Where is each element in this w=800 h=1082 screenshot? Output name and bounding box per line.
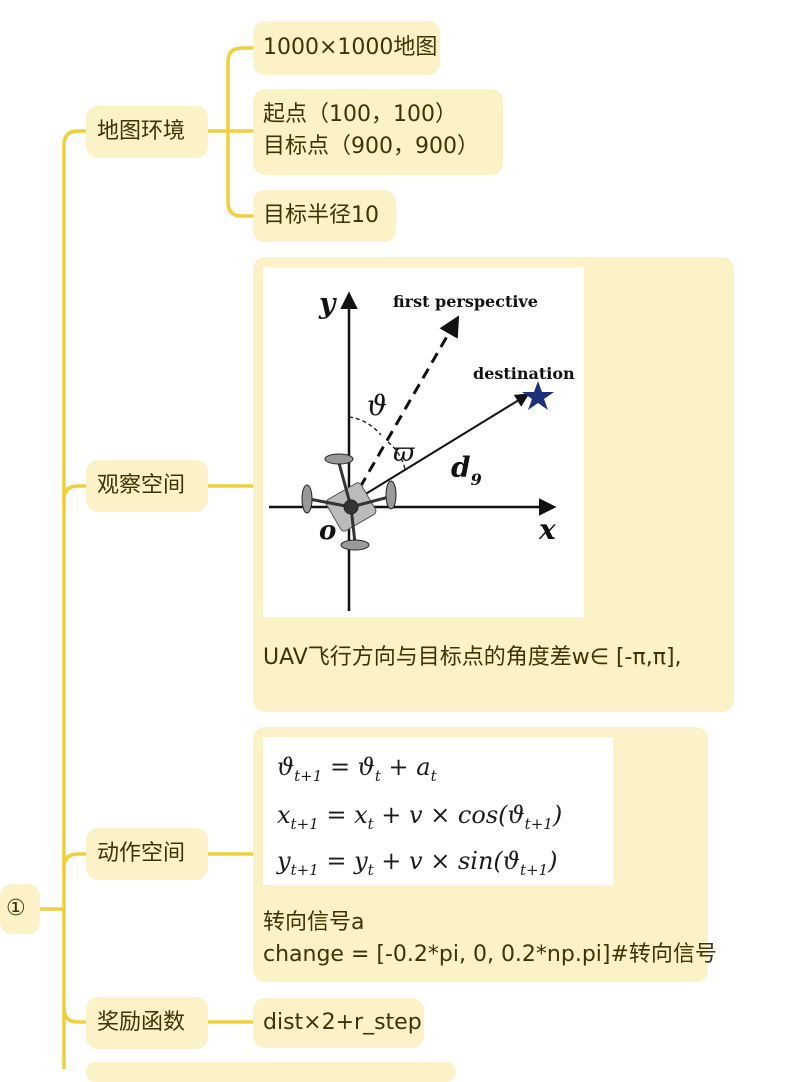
equation-y: yt+1 = yt + v × sin(ϑt+1) xyxy=(277,847,558,879)
branch-label: 动作空间 xyxy=(97,841,186,866)
node-reward-formula[interactable]: dist×2+r_step xyxy=(253,998,424,1048)
destination-label: destination xyxy=(473,364,575,383)
theta-label: ϑ xyxy=(367,389,387,422)
distance-label: d xyxy=(451,451,471,484)
branch-map-environment[interactable]: 地图环境 xyxy=(86,106,208,158)
axis-y-label: y xyxy=(318,287,337,320)
equation-x: xt+1 = xt + v × cos(ϑt+1) xyxy=(277,801,563,833)
action-equations-figure: ϑt+1 = ϑt + at xt+1 = xt + v × cos(ϑt+1)… xyxy=(263,737,613,885)
branch-action-space[interactable]: 动作空间 xyxy=(86,828,208,880)
root-node[interactable]: ① xyxy=(0,884,40,934)
observation-caption: UAV飞行方向与目标点的角度差w∈ [-π,π], xyxy=(263,645,682,670)
branch-label: 地图环境 xyxy=(97,119,186,144)
branch-observation-space[interactable]: 观察空间 xyxy=(86,460,208,512)
uav-angle-diagram: y x o first perspective destination ϑ ϖ … xyxy=(269,287,575,611)
node-observation-detail[interactable]: y x o first perspective destination ϑ ϖ … xyxy=(253,257,734,712)
svg-text:d9: d9 xyxy=(451,451,482,489)
change-array-text: change = [-0.2*pi, 0, 0.2*np.pi]#转向信号 xyxy=(263,942,717,967)
destination-star xyxy=(522,381,554,410)
node-goal-radius[interactable]: 目标半径10 xyxy=(253,190,396,242)
node-next-partial[interactable] xyxy=(86,1062,456,1082)
map-size-text: 1000×1000地图 xyxy=(263,35,438,60)
uav-angle-figure: y x o first perspective destination ϑ ϖ … xyxy=(263,267,584,617)
branch-label: 奖励函数 xyxy=(97,1010,186,1035)
start-point-text: 起点（100，100） xyxy=(263,102,457,127)
origin-label: o xyxy=(319,516,336,546)
branch-label: 观察空间 xyxy=(97,473,186,498)
reward-formula-text: dist×2+r_step xyxy=(263,1010,422,1035)
goal-radius-text: 目标半径10 xyxy=(263,203,379,228)
axis-x-label: x xyxy=(538,513,556,546)
node-map-size[interactable]: 1000×1000地图 xyxy=(253,21,440,75)
node-start-goal[interactable]: 起点（100，100） 目标点（900，900） xyxy=(253,89,503,175)
node-action-detail[interactable]: ϑt+1 = ϑt + at xt+1 = xt + v × cos(ϑt+1)… xyxy=(253,727,717,982)
goal-point-text: 目标点（900，900） xyxy=(263,134,479,159)
first-perspective-label: first perspective xyxy=(393,292,538,311)
uav-drone-icon xyxy=(301,453,397,551)
distance-sub: 9 xyxy=(471,470,482,489)
steering-signal-text: 转向信号a xyxy=(263,910,365,935)
equation-theta: ϑt+1 = ϑt + at xyxy=(277,753,437,785)
branch-reward-function[interactable]: 奖励函数 xyxy=(86,997,208,1049)
omega-label: ϖ xyxy=(393,438,415,468)
root-label: ① xyxy=(6,896,26,921)
